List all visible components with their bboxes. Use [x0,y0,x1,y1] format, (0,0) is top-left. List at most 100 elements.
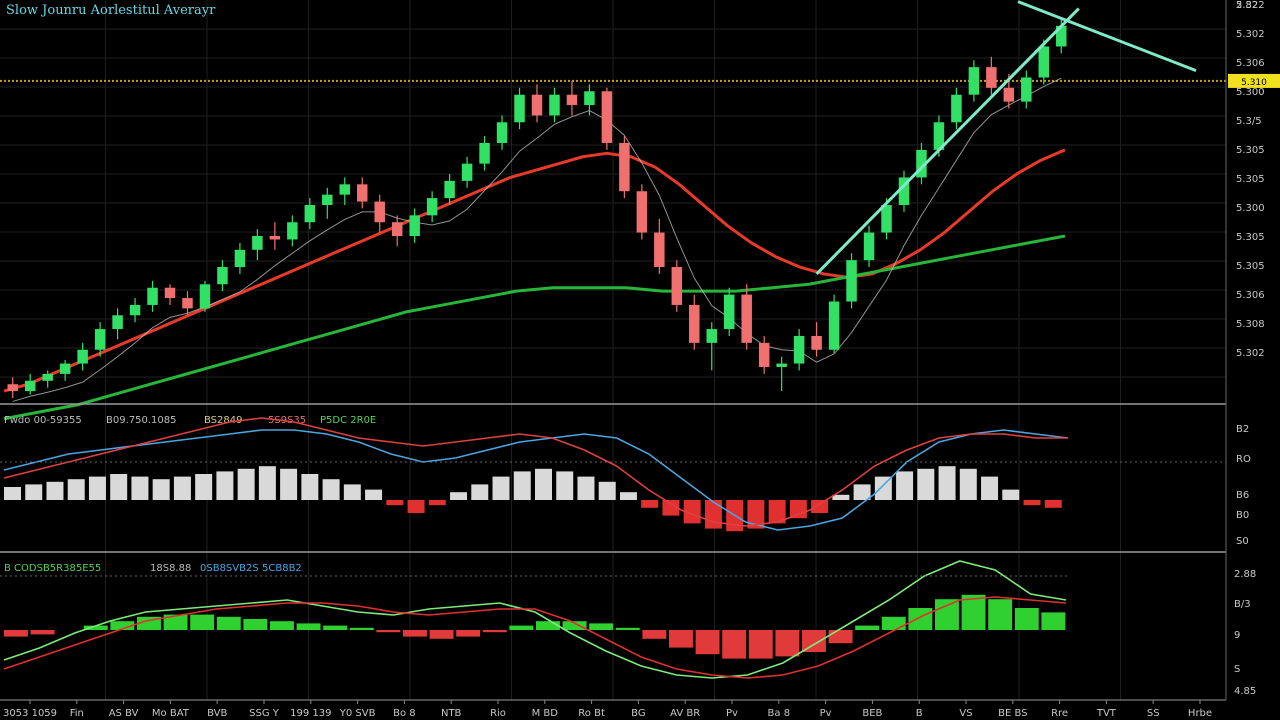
price-axis-label: 5.322 [1236,0,1265,11]
candle [828,294,840,354]
candle-body [933,122,945,150]
macd-histogram [4,466,1062,532]
oscillator-histogram-bar [775,630,800,657]
macd-histogram-bar [4,487,21,500]
candle [898,170,910,212]
price-axis-label: 5.305 [1236,232,1265,243]
macd-histogram-bar [471,484,489,500]
trend-line [815,7,1080,275]
time-axis-label: BG [631,708,645,719]
candlestick-layer [7,18,1067,398]
candle [776,356,787,392]
macd-axis-label: B6 [1236,490,1249,501]
oscillator-histogram-bar [216,616,241,630]
oscillator-histogram [4,594,1066,659]
macd-axis-label: S0 [1236,536,1249,547]
oscillator-histogram-bar [881,616,906,630]
oscillator-histogram-bar [30,630,55,635]
candle-body [1003,87,1015,102]
macd-histogram-bar [917,468,935,500]
macd-histogram-bar [110,474,128,500]
trend-line-layer [815,0,1197,275]
oscillator-histogram-bar [562,621,587,630]
candle-body [828,301,840,350]
macd-histogram-bar [959,468,977,500]
time-axis-label: Pv [726,708,738,719]
price-axis-label: 5.306 [1236,58,1265,69]
time-axis-label: Y0 SVB [339,708,376,719]
candle [199,280,211,312]
candle-body [199,284,211,309]
macd-legend-item: Fwdo 00-59355 [4,415,82,426]
price-pane: Slow Jounru Aorlestitul Averayr 2.82 5.3… [0,0,1280,421]
macd-histogram-bar [789,500,807,519]
price-axis-label: 5.302 [1236,29,1265,40]
macd-lines [3,417,1069,531]
oscillator-histogram-bar [376,630,401,633]
time-axis-label: Fin [70,708,84,719]
candle-body [391,222,403,237]
macd-histogram-bar [577,476,595,500]
candle-body [129,304,141,316]
price-level-label: 5.310 [1241,78,1267,88]
macd-histogram-bar [365,489,383,500]
candle-body [269,236,281,240]
macd-histogram-bar [88,476,106,500]
candle [269,222,281,250]
oscillator-histogram-bar [642,630,667,639]
macd-histogram-bar [874,476,892,500]
candle-body [793,335,805,364]
candle-body [217,267,228,285]
candle-body [304,205,316,223]
price-axis: 5.322 5.302 5.306 5.300 5.3/5 5.305 5.305 5.300… [1236,0,1265,359]
candle [636,184,648,240]
oscillator-histogram-bar [429,630,454,639]
candle-body [374,201,385,223]
macd-axis-label: B2 [1236,424,1249,435]
candle-body [671,267,683,305]
time-axis-label: BVB [207,708,227,719]
macd-histogram-bar [428,500,446,506]
oscillator-histogram-bar [722,630,747,659]
oscillator-histogram-bar [1041,612,1066,630]
candle-body [601,91,613,143]
oscillator-histogram-bar [748,630,773,659]
macd-histogram-bar [832,494,850,500]
oscillator-axis: 2.88 B/3 9 S 4.85 [0,569,1256,697]
candle-body [531,94,543,116]
macd-histogram-bar [662,500,680,516]
candle-body [112,315,123,330]
candle [322,187,333,219]
macd-histogram-bar [513,471,531,500]
oscillator-histogram-bar [83,625,108,630]
moving-average-line [3,234,1066,421]
price-axis-label: 5.302 [1236,348,1265,359]
candle-body [514,94,525,123]
time-axis-label: SSG Y [249,708,280,719]
candle [689,294,700,350]
candle-body [7,384,18,392]
oscillator-histogram-bar [935,599,959,630]
price-axis-label: 5.305 [1236,174,1265,185]
candle [217,260,228,292]
candle [986,56,997,95]
oscillator-axis-label: 2.88 [1234,569,1256,580]
macd-histogram-bar [25,484,43,500]
candle-body [898,177,910,205]
candle-body [881,205,892,233]
candle-body [689,304,700,343]
candle-body [164,287,176,299]
candle-body [357,184,368,202]
time-axis-label: NTB [441,708,462,719]
candle [671,260,683,312]
oscillator-histogram-bar [589,623,614,630]
candle [147,280,158,312]
oscillator-histogram-bar [536,621,560,630]
macd-signal-line [3,417,1068,527]
candle [409,208,420,243]
oscillator-histogram-bar [110,621,135,630]
oscillator-legend-item: 0SB8SVB2S [200,563,259,574]
macd-histogram-bar [896,471,914,500]
time-axis-label: Rio [490,708,506,719]
